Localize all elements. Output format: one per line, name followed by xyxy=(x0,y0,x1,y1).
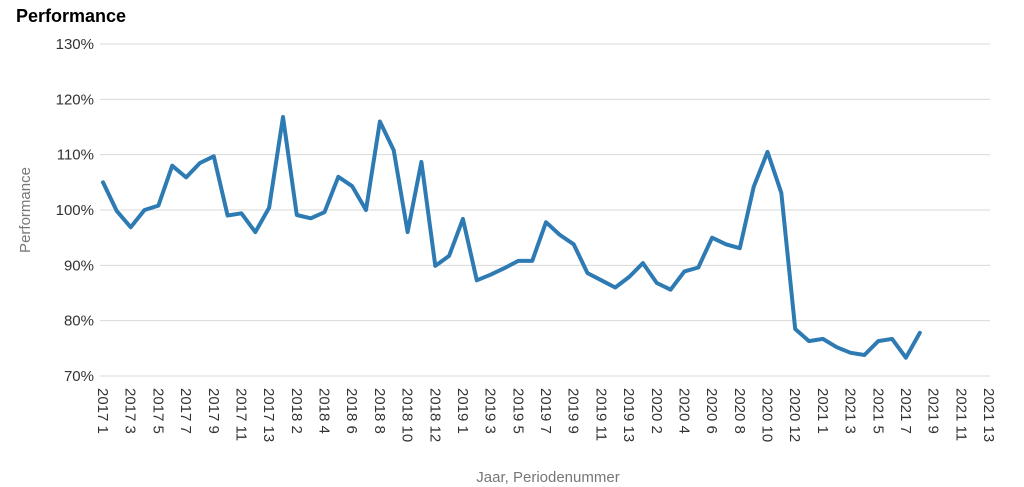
x-tick-label: 2020 12 xyxy=(786,388,803,442)
x-tick-label: 2017 5 xyxy=(149,388,166,434)
x-tick-label: 2020 2 xyxy=(648,388,665,434)
x-tick-label: 2020 6 xyxy=(703,388,720,434)
x-tick-label: 2019 11 xyxy=(592,388,609,441)
x-tick-label: 2018 6 xyxy=(343,388,360,434)
x-tick-label: 2018 2 xyxy=(288,388,305,434)
x-axis-title: Jaar, Periodenummer xyxy=(476,469,619,486)
x-tick-label: 2021 7 xyxy=(897,388,914,434)
x-tick-label: 2018 8 xyxy=(371,388,388,434)
x-tick-label: 2021 3 xyxy=(842,388,859,434)
y-tick-label: 120% xyxy=(56,91,94,108)
x-tick-label: 2021 5 xyxy=(869,388,886,434)
x-tick-label: 2018 12 xyxy=(426,388,443,442)
x-tick-label: 2020 10 xyxy=(759,388,776,442)
y-tick-label: 90% xyxy=(64,257,94,274)
x-tick-label: 2019 1 xyxy=(454,388,471,434)
x-tick-label: 2019 7 xyxy=(537,388,554,434)
x-tick-label: 2018 4 xyxy=(316,388,333,434)
x-tick-label: 2021 13 xyxy=(980,388,997,442)
y-tick-label: 100% xyxy=(56,202,94,219)
x-tick-label: 2017 13 xyxy=(260,388,277,442)
x-tick-label: 2021 11 xyxy=(952,388,969,441)
x-tick-label: 2017 11 xyxy=(232,388,249,441)
y-tick-label: 110% xyxy=(57,147,94,164)
x-tick-label: 2019 13 xyxy=(620,388,637,442)
y-tick-label: 80% xyxy=(64,313,94,330)
y-tick-label: 130% xyxy=(56,36,94,53)
x-tick-label: 2021 9 xyxy=(925,388,942,434)
chart-title: Performance xyxy=(16,6,126,26)
x-tick-label: 2019 5 xyxy=(509,388,526,434)
y-tick-label: 70% xyxy=(64,368,94,385)
x-tick-label: 2018 10 xyxy=(399,388,416,442)
x-tick-label: 2019 3 xyxy=(482,388,499,434)
x-tick-label: 2017 3 xyxy=(122,388,139,434)
x-tick-label: 2017 9 xyxy=(205,388,222,434)
x-tick-label: 2020 4 xyxy=(675,388,692,434)
x-tick-label: 2021 1 xyxy=(814,388,831,434)
x-tick-label: 2019 9 xyxy=(565,388,582,434)
y-axis-title: Performance xyxy=(17,167,34,253)
line-series xyxy=(101,115,922,360)
x-tick-label: 2017 7 xyxy=(177,388,194,434)
x-tick-label: 2020 8 xyxy=(731,388,748,434)
x-tick-label: 2017 1 xyxy=(94,388,111,434)
